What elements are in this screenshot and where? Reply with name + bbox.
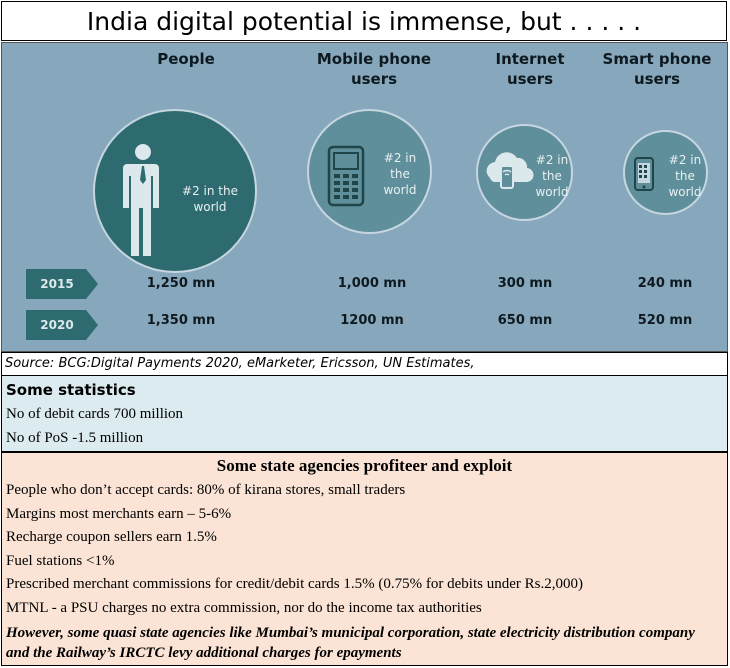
statistics-section: Some statistics No of debit cards 700 mi… xyxy=(1,376,728,452)
statistics-heading: Some statistics xyxy=(6,381,136,399)
smartphone-rank: #2 in the world xyxy=(668,153,702,199)
year-label-2015: 2015 xyxy=(40,277,74,291)
value-2015-smartphone: 240 mn xyxy=(637,276,693,291)
person-icon xyxy=(123,144,159,256)
column-header-internet: Internet users xyxy=(495,50,565,88)
people-rank: #2 in the world xyxy=(182,184,238,214)
agencies-line: Prescribed merchant commissions for cred… xyxy=(6,576,583,592)
agencies-line: Fuel stations <1% xyxy=(6,553,115,569)
page-title: India digital potential is immense, but … xyxy=(1,1,727,41)
mobile-rank: #2 in the world xyxy=(383,151,417,197)
agencies-section: Some state agencies profiteer and exploi… xyxy=(1,452,728,666)
value-2020-internet: 650 mn xyxy=(497,313,553,328)
year-tag-2015: 2015 xyxy=(26,269,100,299)
agencies-line: People who don’t accept cards: 80% of ki… xyxy=(6,482,406,498)
value-2020-mobile: 1200 mn xyxy=(340,313,404,328)
mobile-phone-icon xyxy=(327,145,365,207)
column-header-people: People xyxy=(157,50,215,68)
internet-circle: #2 in the world xyxy=(476,124,573,221)
people-circle: #2 in the world xyxy=(93,109,257,273)
smartphone-icon xyxy=(634,157,654,191)
agencies-line: Margins most merchants earn – 5-6% xyxy=(6,506,232,522)
agencies-heading: Some state agencies profiteer and exploi… xyxy=(216,456,513,475)
value-2015-internet: 300 mn xyxy=(497,276,553,291)
column-header-mobile: Mobile phone users xyxy=(316,50,432,88)
agencies-emphasis: However, some quasi state agencies like … xyxy=(6,625,695,661)
smartphone-circle: #2 in the world xyxy=(623,130,708,215)
mobile-circle: #2 in the world xyxy=(307,109,432,234)
value-2020-smartphone: 520 mn xyxy=(637,313,693,328)
agencies-line: MTNL - a PSU charges no extra commission… xyxy=(6,600,482,616)
value-2020-people: 1,350 mn xyxy=(146,313,216,328)
value-2015-mobile: 1,000 mn xyxy=(337,276,407,291)
year-tag-2020: 2020 xyxy=(26,310,100,340)
agencies-line: Recharge coupon sellers earn 1.5% xyxy=(6,529,217,545)
column-header-smartphone: Smart phone users xyxy=(602,50,712,88)
arrow-tag-icon xyxy=(26,269,98,299)
internet-rank: #2 in the world xyxy=(535,153,569,199)
year-label-2020: 2020 xyxy=(40,318,74,332)
value-2015-people: 1,250 mn xyxy=(146,276,216,291)
infographic-panel: People Mobile phone users Internet users… xyxy=(1,42,728,352)
arrow-tag-icon xyxy=(26,310,98,340)
statistic-line: No of PoS -1.5 million xyxy=(6,430,144,446)
source-note: Source: BCG:Digital Payments 2020, eMark… xyxy=(1,352,728,376)
cloud-wifi-icon xyxy=(486,152,534,189)
statistic-line: No of debit cards 700 million xyxy=(6,406,184,422)
